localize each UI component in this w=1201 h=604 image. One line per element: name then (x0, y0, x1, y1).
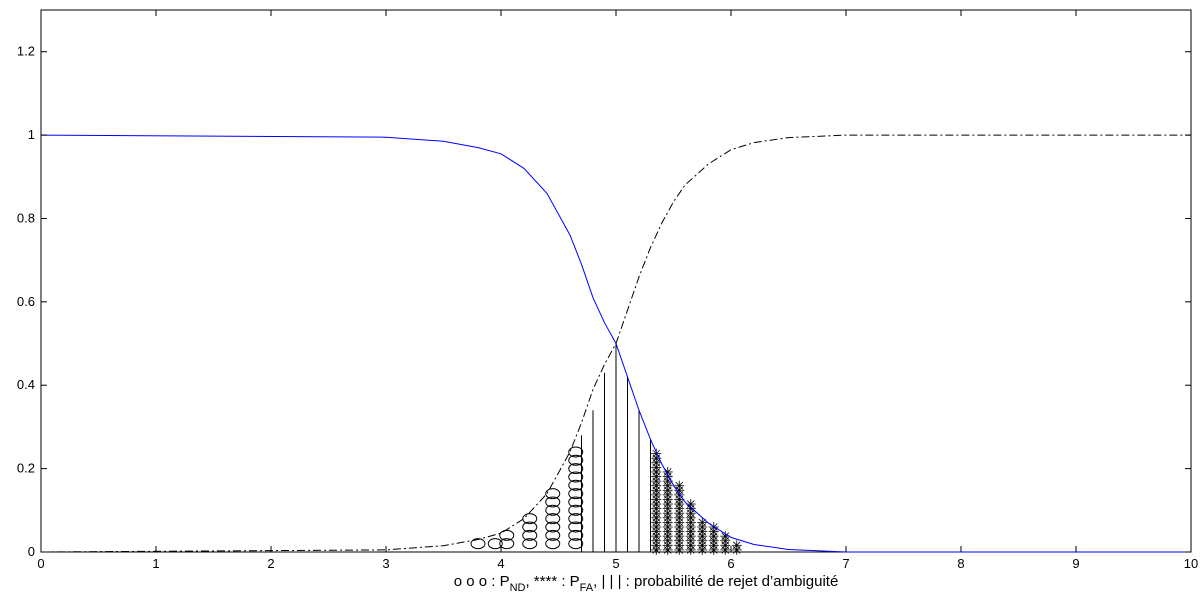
y-tick-label: 0.2 (17, 461, 35, 476)
x-axis-label-sub1: ND (510, 582, 526, 594)
x-tick-label: 7 (842, 556, 849, 571)
x-tick-label: 2 (267, 556, 274, 571)
x-axis-label-sub2: FA (580, 582, 594, 594)
x-axis-label-part3: , | | | : probabilité de rejet d’ambigui… (593, 573, 838, 590)
x-tick-label: 10 (1184, 556, 1198, 571)
x-axis-label-part1: o o o : P (454, 573, 510, 590)
plot-area (41, 10, 1191, 555)
y-tick-label: 0 (28, 544, 35, 559)
y-tick-label: 0.6 (17, 294, 35, 309)
x-tick-label: 5 (612, 556, 619, 571)
x-tick-label: 4 (497, 556, 504, 571)
fa-star-marker (697, 517, 707, 527)
x-tick-label: 8 (957, 556, 964, 571)
x-tick-label: 0 (37, 556, 44, 571)
x-tick-label: 9 (1072, 556, 1079, 571)
fa-star-marker (732, 540, 742, 550)
x-tick-label: 6 (727, 556, 734, 571)
y-tick-label: 1.2 (17, 44, 35, 59)
axis-ticks: 0 1 2 3 4 5 6 7 8 9 10 0 0.2 0.4 0.6 0.8 1 1.2 (17, 10, 1198, 571)
y-tick-label: 1 (28, 127, 35, 142)
x-tick-label: 3 (382, 556, 389, 571)
y-tick-label: 0.8 (17, 210, 35, 225)
x-axis-label: o o o : PND, **** : PFA, | | | : probabi… (454, 573, 839, 594)
y-tick-label: 0.4 (17, 377, 35, 392)
x-axis-label-part2: , **** : P (525, 573, 579, 590)
x-tick-label: 1 (152, 556, 159, 571)
fa-star-marker (651, 449, 661, 459)
